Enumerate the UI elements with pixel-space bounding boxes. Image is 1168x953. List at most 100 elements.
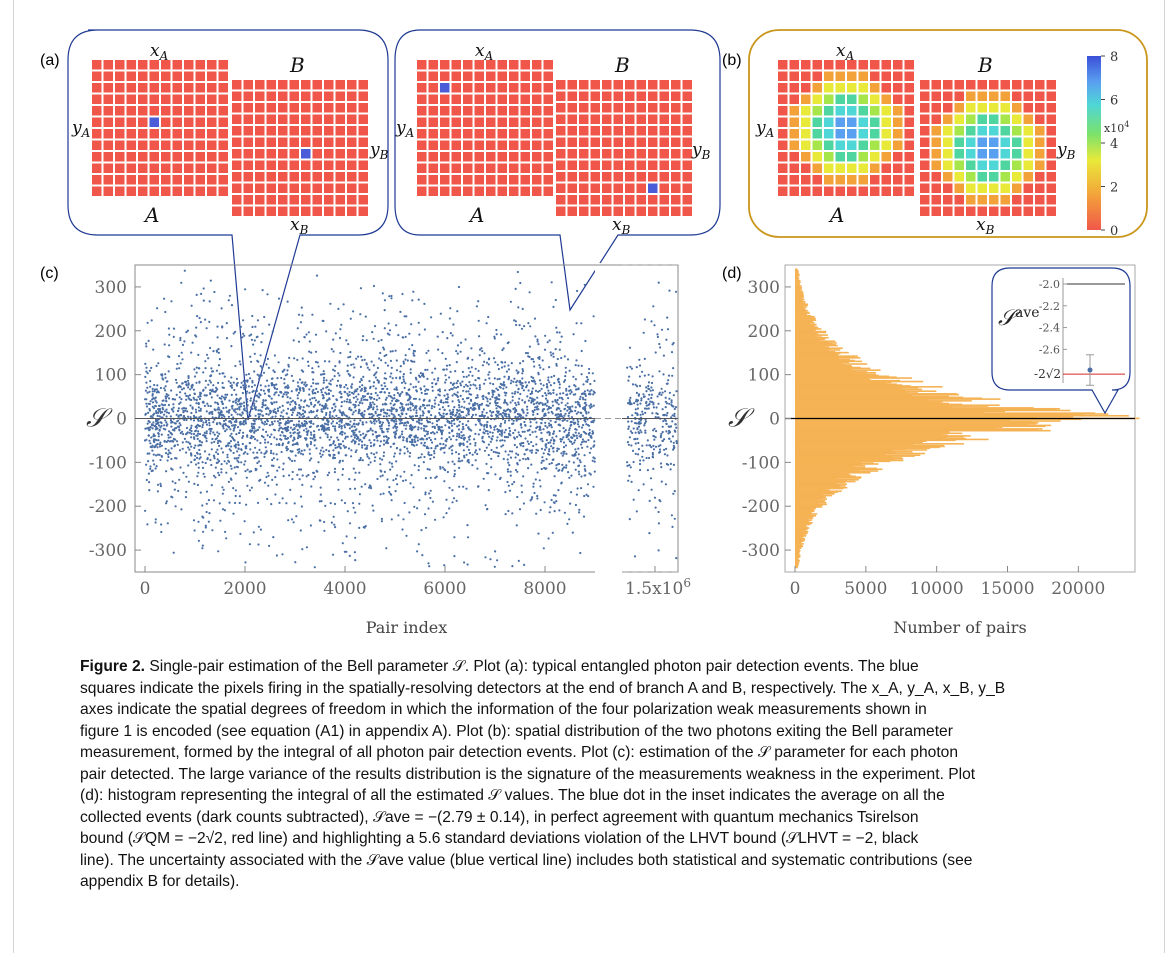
- scatter-point: [540, 437, 544, 440]
- scatter-point: [319, 436, 322, 439]
- scatter-point: [220, 400, 223, 403]
- scatter-point: [405, 534, 408, 537]
- scatter-point: [144, 413, 147, 416]
- scatter-point: [568, 427, 571, 430]
- scatter-point: [490, 414, 493, 417]
- scatter-point: [512, 407, 515, 411]
- scatter-point: [372, 284, 376, 288]
- scatter-point: [197, 471, 200, 474]
- scatter-point: [354, 389, 357, 392]
- scatter-point: [458, 420, 461, 423]
- pixel: [184, 106, 194, 116]
- scatter-point: [589, 382, 592, 386]
- pixel: [358, 183, 368, 193]
- scatter-point: [263, 455, 266, 458]
- scatter-point: [583, 390, 587, 393]
- scatter-point: [521, 368, 524, 371]
- scatter-point: [421, 414, 425, 417]
- scatter-point: [145, 370, 148, 373]
- pixel: [520, 129, 530, 139]
- scatter-point: [349, 351, 352, 354]
- pixel: [778, 83, 788, 93]
- scatter-point: [263, 315, 266, 319]
- pixel: [417, 140, 427, 150]
- scatter-point: [398, 376, 402, 379]
- scatter-point: [147, 460, 150, 463]
- scatter-point: [285, 446, 288, 450]
- pixel: [625, 126, 635, 136]
- scatter-point: [361, 402, 364, 405]
- scatter-point: [181, 407, 184, 410]
- pixel: [556, 195, 566, 205]
- scatter-point: [250, 422, 253, 425]
- scatter-point: [308, 393, 311, 396]
- scatter-point: [507, 484, 510, 487]
- scatter-point: [345, 414, 348, 417]
- scatter-point: [246, 484, 249, 487]
- pixel: [347, 103, 357, 113]
- scatter-point: [579, 461, 582, 464]
- scatter-point: [217, 411, 220, 414]
- scatter-point: [577, 453, 580, 456]
- scatter-point: [549, 441, 552, 444]
- scatter-point: [576, 400, 579, 403]
- scatter-point: [570, 440, 573, 443]
- scatter-point: [157, 424, 161, 427]
- scatter-point: [254, 325, 257, 328]
- scatter-point: [371, 429, 374, 432]
- scatter-point: [388, 391, 391, 395]
- scatter-point: [592, 390, 595, 393]
- scatter-point: [191, 341, 194, 344]
- scatter-point: [188, 394, 191, 397]
- pixel: [989, 195, 999, 205]
- scatter-point: [423, 441, 426, 444]
- scatter-point: [353, 478, 356, 481]
- scatter-point: [259, 365, 262, 368]
- scatter-point: [471, 413, 474, 417]
- scatter-point: [230, 376, 233, 379]
- scatter-point: [456, 385, 460, 388]
- scatter-point: [533, 408, 536, 412]
- scatter-point: [307, 429, 310, 432]
- scatter-point: [341, 459, 344, 462]
- scatter-point: [480, 403, 483, 406]
- scatter-point: [493, 335, 496, 338]
- pixel: [440, 186, 450, 196]
- pixel: [358, 149, 368, 159]
- scatter-point: [145, 478, 148, 482]
- scatter-point: [315, 414, 318, 417]
- pixel: [347, 160, 357, 170]
- scatter-point: [399, 415, 402, 418]
- scatter-point: [453, 469, 456, 472]
- scatter-point: [313, 475, 317, 478]
- scatter-point: [166, 522, 169, 525]
- pixel: [440, 129, 450, 139]
- scatter-point: [322, 427, 326, 430]
- pixel: [324, 195, 334, 205]
- pixel: [881, 152, 891, 162]
- scatter-point: [540, 467, 543, 471]
- scatter-point: [462, 375, 465, 378]
- scatter-point: [497, 455, 500, 458]
- pixel: [138, 117, 148, 127]
- pixel: [835, 60, 845, 70]
- scatter-point: [502, 411, 505, 414]
- scatter-point: [564, 429, 567, 432]
- pixel: [954, 137, 964, 147]
- scatter-point: [469, 399, 473, 402]
- scatter-point: [339, 386, 342, 389]
- pixel: [463, 129, 473, 139]
- scatter-point: [378, 397, 381, 400]
- scatter-point: [500, 432, 504, 435]
- pixel: [207, 117, 217, 127]
- pixel: [335, 206, 345, 216]
- scatter-point: [220, 414, 223, 417]
- pixel: [126, 163, 136, 173]
- scatter-point: [402, 336, 405, 339]
- scatter-point: [529, 396, 532, 399]
- scatter-point: [549, 392, 553, 395]
- scatter-point: [552, 305, 555, 308]
- scatter-point: [248, 489, 252, 492]
- scatter-point: [392, 426, 395, 429]
- scatter-point: [419, 456, 422, 459]
